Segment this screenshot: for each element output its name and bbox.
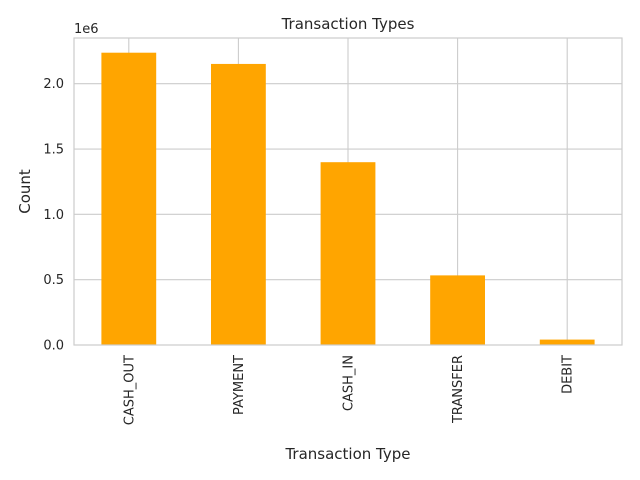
x-tick-labels: CASH_OUT PAYMENT CASH_IN TRANSFER DEBIT — [122, 355, 575, 425]
bar-payment — [211, 63, 266, 346]
bars — [101, 52, 595, 346]
y-axis-label: Count — [16, 169, 34, 214]
y-tick-label: 2.0 — [43, 77, 64, 92]
bar-debit — [539, 339, 595, 345]
bar-cash-in — [320, 162, 376, 345]
chart-title: Transaction Types — [281, 15, 415, 33]
x-tick-label: CASH_IN — [342, 355, 357, 411]
x-tick-label: TRANSFER — [451, 355, 466, 424]
plot-area-frame — [73, 37, 623, 346]
y-axis-offset-label: 1e6 — [74, 22, 99, 37]
y-tick-label: 0.0 — [43, 339, 64, 354]
y-tick-label: 1.0 — [43, 208, 64, 223]
x-tick-label: CASH_OUT — [122, 355, 137, 425]
x-tick-label: PAYMENT — [232, 355, 247, 415]
bar-transfer — [430, 275, 485, 345]
bar-cash-out — [101, 52, 157, 345]
y-tick-label: 0.5 — [43, 273, 64, 288]
x-axis-label: Transaction Type — [284, 445, 410, 463]
y-tick-label: 1.5 — [43, 143, 64, 158]
x-tick-label: DEBIT — [561, 355, 576, 394]
y-tick-labels: 0.0 0.5 1.0 1.5 2.0 — [43, 77, 64, 353]
